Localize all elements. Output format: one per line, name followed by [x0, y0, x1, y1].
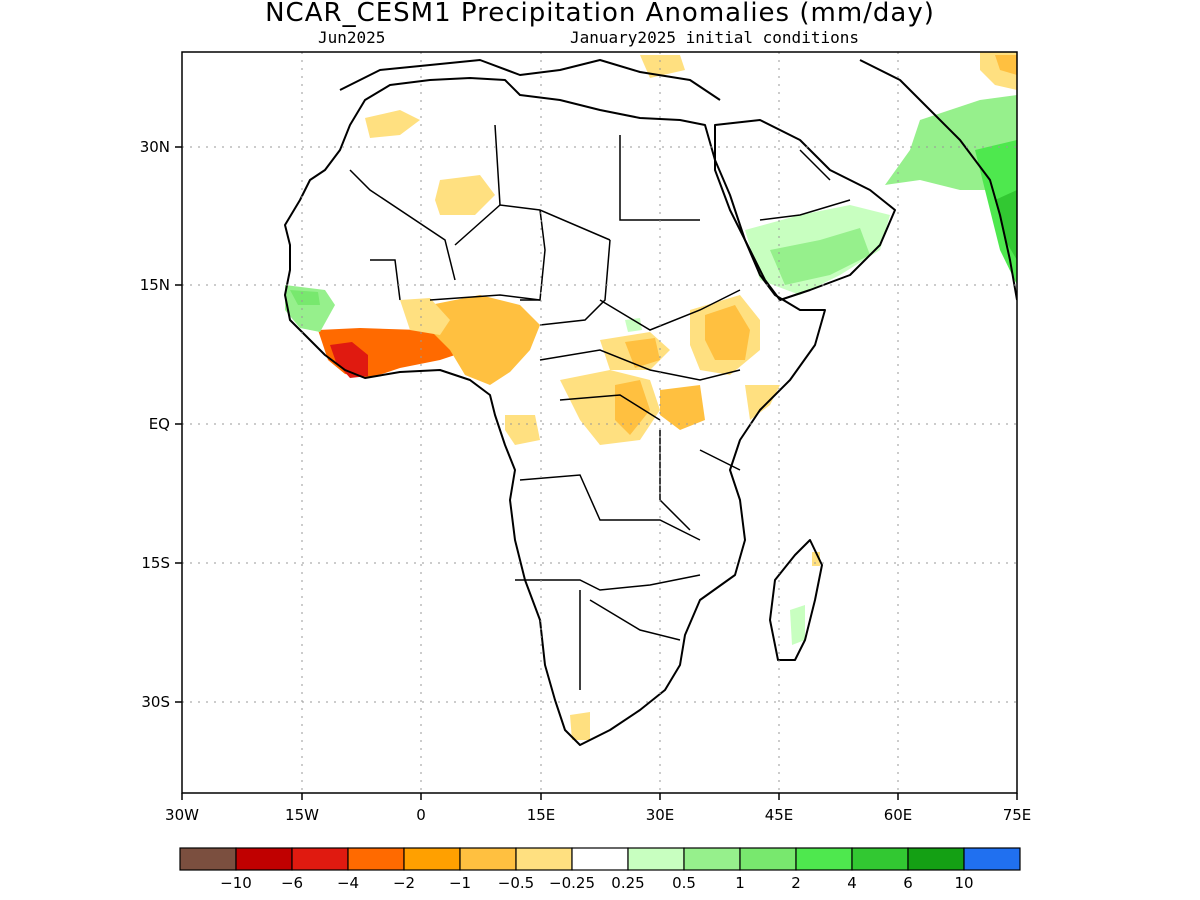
colorbar-label: 0.25	[611, 874, 644, 892]
colorbar-label: −10	[220, 874, 252, 892]
colorbar-swatch	[179, 847, 237, 871]
colorbar-label: 0.5	[672, 874, 696, 892]
colorbar-swatch	[571, 847, 629, 871]
anomaly-arabia-core	[770, 228, 870, 285]
lon-tick: 30E	[646, 806, 675, 824]
anomaly-sierra-leone	[330, 342, 368, 378]
target-month-label: Jun2025	[318, 28, 386, 47]
map-title: NCAR_CESM1 Precipitation Anomalies (mm/d…	[265, 0, 935, 28]
anomaly-nigeria	[430, 295, 540, 385]
anomaly-central-core	[615, 380, 650, 435]
lon-tick-labels: 30W 15W 0 15E 30E 45E 60E 75E	[165, 806, 1031, 824]
lon-tick: 15W	[285, 806, 319, 824]
anomaly-algeria	[435, 175, 495, 215]
anomaly-senegal-core	[290, 290, 320, 305]
anomaly-morocco	[365, 110, 420, 138]
anomaly-libya-coast	[640, 55, 685, 78]
colorbar-swatch	[795, 847, 853, 871]
colorbar-label: −6	[281, 874, 303, 892]
init-conditions-label: January2025 initial conditions	[570, 28, 859, 47]
anomaly-kenya	[745, 385, 780, 420]
anomaly-madagascar	[790, 605, 805, 645]
anomaly-south-africa	[570, 712, 590, 740]
colorbar-swatch	[907, 847, 965, 871]
colorbar-swatch	[347, 847, 405, 871]
colorbar-label: −4	[337, 874, 359, 892]
colorbar-label: −1	[449, 874, 471, 892]
colorbar-swatch	[291, 847, 349, 871]
anomaly-sudan-core	[625, 338, 660, 368]
arabia-coastline	[714, 119, 896, 301]
lon-tick: 30W	[165, 806, 199, 824]
colorbar	[179, 847, 1021, 871]
colorbar-label: 2	[791, 874, 801, 892]
lat-tick: 15N	[140, 276, 170, 294]
lon-tick: 45E	[765, 806, 794, 824]
anomaly-shading	[285, 52, 1017, 740]
lat-tick: 30S	[141, 693, 170, 711]
colorbar-swatch	[739, 847, 797, 871]
anomaly-gabon	[505, 415, 540, 445]
anomaly-pakistan-core	[995, 55, 1017, 75]
lon-tick: 75E	[1003, 806, 1032, 824]
colorbar-swatch	[403, 847, 461, 871]
map-panel	[182, 52, 1017, 793]
colorbar-swatch	[515, 847, 573, 871]
lat-tick: EQ	[149, 415, 170, 433]
colorbar-labels: −10 −6 −4 −2 −1 −0.5 −0.25 0.25 0.5 1 2 4 6 10	[220, 874, 973, 892]
coastlines	[284, 59, 1017, 746]
lon-tick: 60E	[884, 806, 913, 824]
mediterranean-coast	[339, 59, 721, 101]
colorbar-swatch	[459, 847, 517, 871]
anomaly-ethiopia-core	[705, 305, 750, 360]
colorbar-swatch	[851, 847, 909, 871]
lon-tick: 0	[416, 806, 426, 824]
anomaly-uganda	[660, 385, 705, 430]
lat-tick: 30N	[140, 138, 170, 156]
colorbar-swatch	[683, 847, 741, 871]
lat-tick-labels: 30N 15N EQ 15S 30S	[140, 138, 170, 711]
gridlines	[182, 52, 1017, 793]
anomaly-india-core	[995, 190, 1017, 260]
colorbar-label: 4	[847, 874, 857, 892]
colorbar-swatch	[963, 847, 1021, 871]
colorbar-label: 10	[954, 874, 973, 892]
anomaly-east-congo	[625, 318, 642, 332]
anomaly-sahel-light	[400, 298, 450, 335]
lon-tick: 15E	[527, 806, 556, 824]
colorbar-label: 1	[735, 874, 745, 892]
colorbar-label: −2	[393, 874, 415, 892]
axis-ticks	[175, 146, 1018, 800]
lat-tick: 15S	[141, 554, 170, 572]
map-frame	[181, 51, 1018, 794]
africa-coastline	[284, 77, 826, 746]
colorbar-swatch	[235, 847, 293, 871]
colorbar-label: 6	[903, 874, 913, 892]
colorbar-label: −0.25	[549, 874, 595, 892]
country-borders	[349, 124, 851, 690]
colorbar-label: −0.5	[498, 874, 534, 892]
madagascar-coastline	[769, 539, 823, 661]
iran-india-coast	[859, 59, 1017, 301]
colorbar-swatch	[627, 847, 685, 871]
